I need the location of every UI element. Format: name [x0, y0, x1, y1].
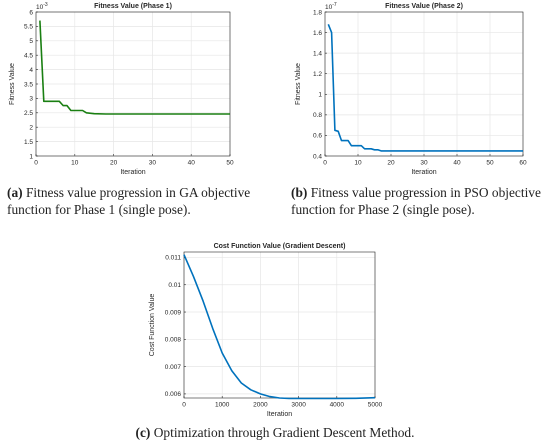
plot-area	[184, 252, 375, 398]
chart-title: Cost Function Value (Gradient Descent)	[214, 243, 346, 250]
x-tick-label: 50	[486, 160, 494, 167]
y-tick-label: 1	[29, 153, 33, 160]
y-exponent-base: 10	[36, 4, 44, 11]
y-exponent: 10-3	[36, 2, 48, 11]
caption-a-line2: function for Phase 1 (single pose).	[7, 202, 191, 217]
y-tick-label: 0.4	[313, 153, 322, 160]
y-tick-label: 3	[29, 96, 33, 103]
series-line	[183, 254, 376, 400]
caption-b-line2: function for Phase 2 (single pose).	[291, 202, 475, 217]
caption-b-line1: Fitness value progression in PSO objecti…	[307, 185, 541, 200]
caption-a-line1: Fitness value progression in GA objectiv…	[22, 185, 251, 200]
x-tick-label: 2000	[253, 402, 268, 409]
y-exponent: 10-7	[325, 2, 337, 11]
x-tick-label: 5000	[368, 402, 383, 409]
y-tick-label: 1.2	[313, 71, 322, 78]
y-tick-label: 0.6	[313, 133, 322, 140]
y-tick-label: 2.5	[24, 110, 33, 117]
x-tick-label: 40	[188, 160, 196, 167]
chart-b: 0 10 20 30 40 50 60 0.4 0.6 0.8 1 1.2 1.4 1.6 1.8 Fitne…	[295, 2, 527, 176]
y-tick-label: 1.4	[313, 50, 322, 57]
y-tick-label: 1.5	[24, 139, 33, 146]
y-tick-label: 0.8	[313, 112, 322, 119]
caption-c: (c) Optimization through Gradient Descen…	[0, 424, 550, 441]
y-axis-label: Cost Function Value	[149, 294, 156, 357]
y-tick-label: 0.01	[168, 282, 181, 289]
chart-panel-b: 0 10 20 30 40 50 60 0.4 0.6 0.8 1 1.2 1.4 1.6 1.8 Fitne…	[285, 0, 550, 178]
y-axis-label: Fitness Value	[295, 63, 302, 105]
x-tick-label: 20	[110, 160, 118, 167]
x-tick-label: 10	[354, 160, 362, 167]
y-tick-label: 3.5	[24, 81, 33, 88]
y-exponent-base: 10	[325, 4, 333, 11]
y-tick-label: 0.011	[165, 255, 181, 262]
y-tick-label: 0.007	[165, 364, 182, 371]
chart-title: Fitness Value (Phase 1)	[94, 3, 172, 10]
axes-box	[35, 11, 231, 157]
y-tick-label: 5.5	[24, 24, 33, 31]
y-tick-label: 2	[29, 124, 33, 131]
y-tick-label: 5	[29, 38, 33, 45]
y-tick-label: 1	[318, 92, 322, 99]
y-axis-label: Fitness Value	[9, 63, 16, 105]
x-tick-label: 1000	[215, 402, 230, 409]
caption-c-tag: (c)	[135, 425, 151, 440]
caption-b-tag: (b)	[291, 185, 308, 200]
x-tick-label: 60	[519, 160, 527, 167]
y-tick-label: 0.009	[165, 309, 182, 316]
x-tick-label: 10	[71, 160, 79, 167]
y-tick-label: 0.006	[165, 391, 182, 398]
caption-b: (b) Fitness value progression in PSO obj…	[291, 184, 550, 218]
x-tick-label: 30	[420, 160, 428, 167]
x-tick-label: 3000	[291, 402, 306, 409]
x-axis-label: Iteration	[120, 169, 145, 176]
chart-title: Fitness Value (Phase 2)	[385, 3, 463, 10]
x-tick-label: 30	[149, 160, 157, 167]
series-line	[327, 24, 523, 152]
chart-panel-a: 0 10 20 30 40 50 1 1.5 2 2.5 3 3.5 4 4.5 5 5.5 6 Fitness …	[0, 0, 275, 178]
y-tick-label: 1.6	[313, 30, 322, 37]
x-tick-label: 40	[453, 160, 461, 167]
caption-a: (a) Fitness value progression in GA obje…	[7, 184, 269, 218]
x-tick-label: 0	[182, 402, 186, 409]
series-line	[39, 20, 230, 115]
y-tick-label: 6	[29, 9, 33, 16]
x-tick-label: 0	[323, 160, 327, 167]
chart-a: 0 10 20 30 40 50 1 1.5 2 2.5 3 3.5 4 4.5 5 5.5 6 Fitness …	[9, 2, 234, 176]
y-tick-label: 1.8	[313, 9, 322, 16]
x-tick-label: 4000	[330, 402, 345, 409]
x-axis-label: Iteration	[411, 169, 436, 176]
x-axis-label: Iteration	[267, 411, 292, 418]
y-tick-label: 0.008	[165, 337, 182, 344]
axes-box	[324, 11, 524, 157]
x-tick-label: 0	[34, 160, 38, 167]
y-exponent-power: -7	[332, 2, 337, 8]
x-tick-label: 50	[226, 160, 234, 167]
caption-a-tag: (a)	[7, 185, 23, 200]
caption-c-text: Optimization through Gradient Descent Me…	[150, 425, 415, 440]
chart-panel-c: 0 1000 2000 3000 4000 5000 0.006 0.007 0.008 0.00…	[140, 232, 390, 418]
x-tick-label: 20	[387, 160, 395, 167]
y-exponent-power: -3	[43, 2, 48, 8]
y-tick-label: 4	[29, 67, 33, 74]
y-tick-label: 4.5	[24, 52, 33, 59]
chart-c: 0 1000 2000 3000 4000 5000 0.006 0.007 0.008 0.00…	[149, 243, 383, 418]
